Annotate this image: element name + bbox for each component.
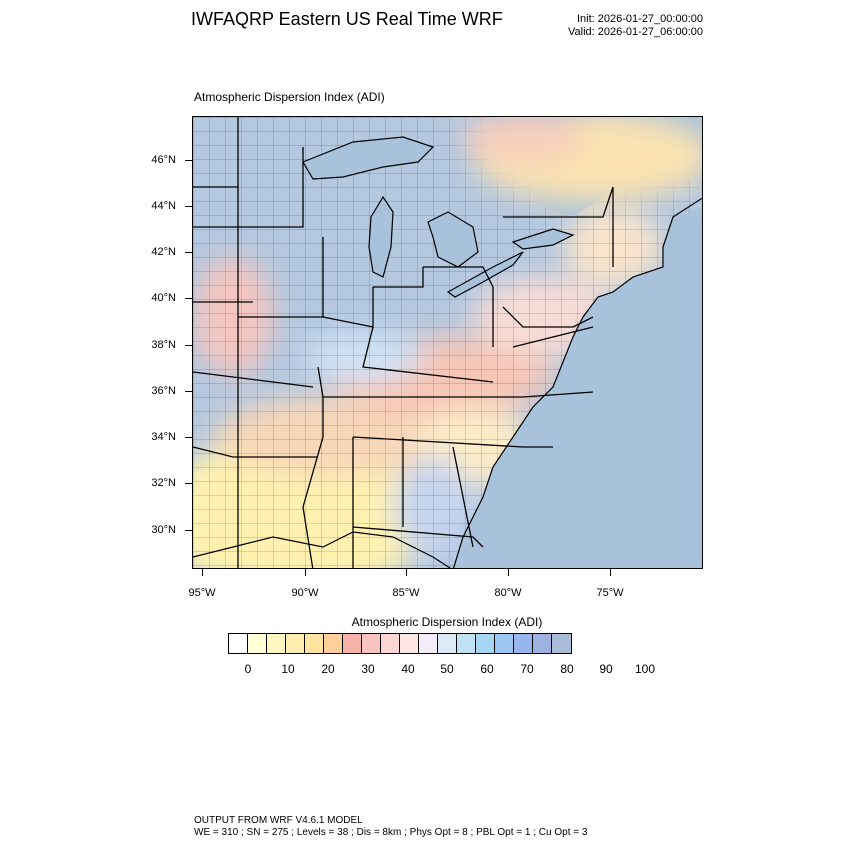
colorbar-swatch <box>438 634 457 653</box>
colorbar-swatch <box>286 634 305 653</box>
lat-label-44: 44°N <box>151 200 176 212</box>
lake-erie <box>446 251 524 298</box>
lat-label-38: 38°N <box>151 339 176 351</box>
great-lakes <box>302 136 575 298</box>
colorbar-swatch <box>362 634 381 653</box>
page-title: IWFAQRP Eastern US Real Time WRF <box>191 9 503 29</box>
map-canvas <box>193 117 702 568</box>
lat-tick <box>185 252 192 253</box>
colorbar-label: 100 <box>634 662 656 676</box>
colorbar-swatch <box>305 634 324 653</box>
colorbar-swatch <box>324 634 343 653</box>
model-footer: OUTPUT FROM WRF V4.6.1 MODEL WE = 310 ; … <box>194 815 587 839</box>
colorbar-label: 80 <box>560 662 574 676</box>
colorbar-label: 10 <box>281 662 295 676</box>
colorbar-swatch <box>552 634 571 653</box>
colorbar-swatch <box>267 634 286 653</box>
colorbar-label: 60 <box>480 662 494 676</box>
lon-label-95: 95°W <box>188 587 216 599</box>
lake-michigan <box>368 195 394 278</box>
colorbar-swatch <box>248 634 267 653</box>
lat-tick <box>185 391 192 392</box>
lat-tick <box>185 160 192 161</box>
lon-tick <box>202 569 203 576</box>
lat-tick <box>185 483 192 484</box>
colorbar-label: 50 <box>440 662 454 676</box>
lat-label-32: 32°N <box>151 477 176 489</box>
lake-superior <box>302 136 435 180</box>
footer-line-1: OUTPUT FROM WRF V4.6.1 MODEL <box>194 815 363 826</box>
state-lines <box>193 117 614 568</box>
lat-tick <box>185 345 192 346</box>
lat-label-42: 42°N <box>151 246 176 258</box>
init-time: Init: 2026-01-27_00:00:00 <box>577 13 703 25</box>
colorbar-swatch <box>533 634 552 653</box>
lon-tick <box>508 569 509 576</box>
lat-label-40: 40°N <box>151 292 176 304</box>
lon-label-80: 80°W <box>494 587 522 599</box>
canada-region <box>463 117 702 202</box>
lon-tick <box>610 569 611 576</box>
colorbar-swatch <box>476 634 495 653</box>
coastline <box>452 197 702 568</box>
run-times: Init: 2026-01-27_00:00:00 Valid: 2026-01… <box>520 13 703 39</box>
valid-time: Valid: 2026-01-27_06:00:00 <box>568 26 703 38</box>
map-subtitle: Atmospheric Dispersion Index (ADI) <box>194 90 385 104</box>
colorbar-swatch <box>229 634 248 653</box>
colorbar-label: 30 <box>361 662 375 676</box>
lat-label-30: 30°N <box>151 524 176 536</box>
colorbar-title: Atmospheric Dispersion Index (ADI) <box>351 615 543 629</box>
colorbar-swatch <box>514 634 533 653</box>
lat-label-34: 34°N <box>151 431 176 443</box>
colorbar-swatch <box>457 634 476 653</box>
lat-tick <box>185 298 192 299</box>
lat-tick <box>185 530 192 531</box>
colorbar-label: 90 <box>599 662 613 676</box>
colorbar-swatch <box>419 634 438 653</box>
lake-huron <box>427 211 479 268</box>
lon-label-90: 90°W <box>291 587 319 599</box>
lon-label-75: 75°W <box>596 587 624 599</box>
colorbar-label: 20 <box>321 662 335 676</box>
lon-tick <box>305 569 306 576</box>
gulf-coastline <box>193 531 452 568</box>
colorbar-swatch <box>495 634 514 653</box>
colorbar-label: 70 <box>520 662 534 676</box>
lat-label-46: 46°N <box>151 154 176 166</box>
lon-label-85: 85°W <box>392 587 420 599</box>
colorbar-swatch <box>400 634 419 653</box>
colorbar-label: 0 <box>244 662 252 676</box>
colorbar <box>228 633 572 654</box>
lat-tick <box>185 437 192 438</box>
adi-map <box>192 116 703 569</box>
lake-ontario <box>511 228 575 250</box>
colorbar-swatch <box>381 634 400 653</box>
colorbar-label: 40 <box>401 662 415 676</box>
lat-tick <box>185 206 192 207</box>
footer-line-2: WE = 310 ; SN = 275 ; Levels = 38 ; Dis … <box>194 827 588 838</box>
colorbar-swatch <box>343 634 362 653</box>
lat-label-36: 36°N <box>151 385 176 397</box>
lon-tick <box>406 569 407 576</box>
